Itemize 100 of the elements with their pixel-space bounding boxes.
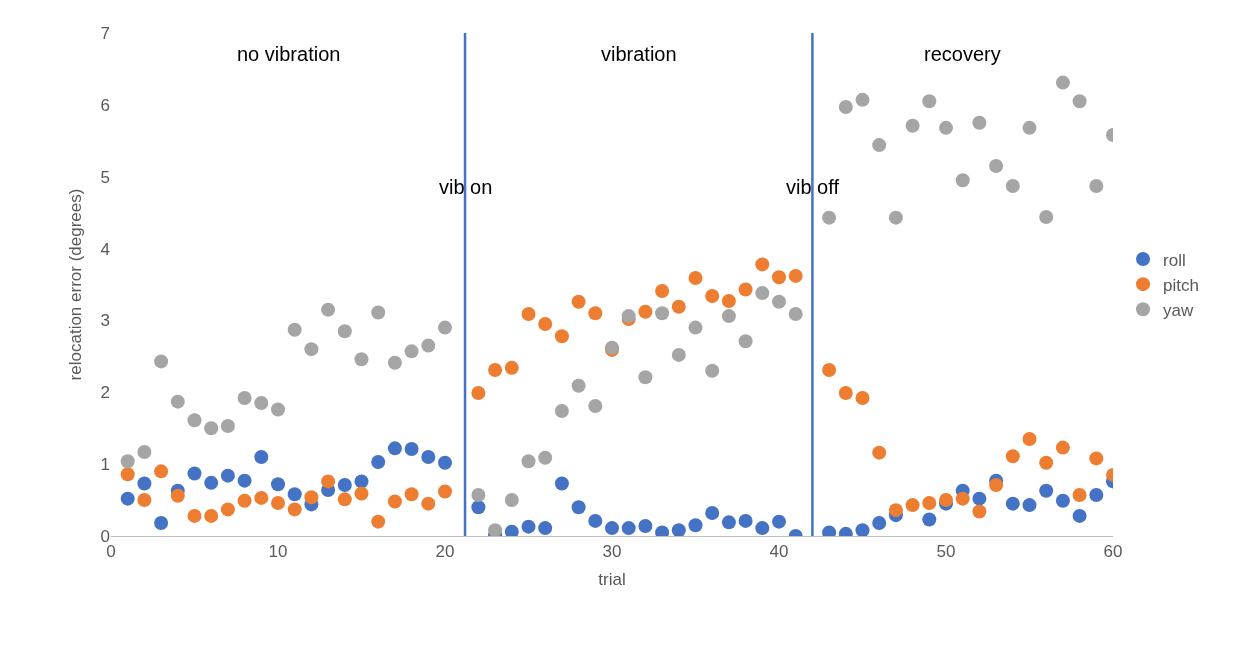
point (972, 504, 987, 519)
point (1005, 179, 1020, 194)
point (721, 515, 736, 530)
point (1022, 498, 1037, 513)
legend-label: yaw (1163, 300, 1194, 320)
point (755, 257, 770, 272)
ref-line-label: vib off (786, 176, 840, 198)
point (855, 92, 870, 107)
point (137, 476, 152, 491)
point (638, 370, 653, 385)
point (1039, 209, 1054, 224)
y-axis-title: relocation error (degrees) (66, 188, 86, 381)
y-tick-label: 6 (100, 95, 110, 115)
point (521, 306, 536, 321)
point (922, 495, 937, 510)
point (655, 306, 670, 321)
x-tick-label: 60 (1103, 542, 1123, 562)
point (571, 378, 586, 393)
annotation: vibration (601, 43, 677, 65)
point (387, 441, 402, 456)
point (772, 514, 786, 529)
point (488, 523, 503, 536)
point (120, 454, 135, 469)
point (371, 454, 386, 469)
point (1039, 483, 1054, 498)
point (838, 100, 853, 114)
point (1089, 179, 1104, 194)
point (855, 391, 870, 406)
point (187, 413, 202, 428)
point (354, 474, 369, 489)
legend-label: roll (1163, 250, 1186, 270)
point (387, 494, 402, 509)
point (755, 521, 770, 536)
point (772, 270, 786, 285)
point (738, 282, 753, 297)
ref-line-label: vib on (439, 176, 493, 198)
point (605, 521, 619, 536)
point (822, 363, 837, 377)
point (671, 299, 686, 314)
point (504, 360, 519, 375)
point (187, 466, 202, 481)
point (822, 210, 837, 225)
point (438, 484, 452, 499)
point (287, 502, 302, 517)
point (772, 294, 786, 309)
point (154, 464, 169, 479)
point (538, 317, 553, 332)
point (538, 521, 553, 536)
y-tick-label: 4 (100, 239, 110, 259)
y-tick-label: 7 (100, 23, 110, 43)
point (1072, 488, 1087, 503)
point (838, 386, 853, 400)
point (788, 306, 803, 321)
point (154, 354, 169, 369)
point (254, 396, 269, 411)
point (788, 268, 803, 283)
point (287, 487, 302, 502)
point (688, 320, 703, 335)
point (254, 449, 269, 464)
point (304, 490, 319, 505)
annotation: recovery (924, 43, 1001, 65)
point (1055, 75, 1070, 90)
point (738, 334, 753, 349)
point (905, 498, 920, 513)
point (721, 309, 736, 324)
point (404, 344, 419, 359)
point (521, 519, 536, 534)
x-axis-title: trial (598, 569, 626, 589)
point (471, 500, 486, 515)
point (939, 120, 953, 135)
y-tick-label: 3 (100, 311, 110, 331)
point (438, 455, 452, 470)
y-tick-label: 1 (100, 455, 110, 475)
point (1005, 449, 1020, 464)
point (204, 475, 219, 490)
point (554, 403, 569, 418)
point (220, 419, 235, 434)
point (371, 514, 386, 529)
point (888, 210, 903, 225)
x-tick-label: 50 (936, 542, 956, 562)
point (1072, 94, 1087, 109)
point (271, 477, 285, 492)
point (337, 324, 352, 339)
point (337, 492, 352, 507)
point (220, 468, 235, 483)
point (688, 518, 703, 533)
point (504, 493, 519, 508)
point (955, 491, 970, 506)
point (855, 523, 870, 536)
point (220, 502, 235, 517)
point (671, 347, 686, 362)
point (888, 503, 903, 518)
point (337, 477, 352, 492)
point (755, 286, 770, 301)
point (354, 352, 369, 367)
point (187, 508, 202, 523)
point (1039, 455, 1054, 470)
point (471, 488, 486, 503)
point (905, 118, 920, 133)
point (872, 138, 887, 153)
